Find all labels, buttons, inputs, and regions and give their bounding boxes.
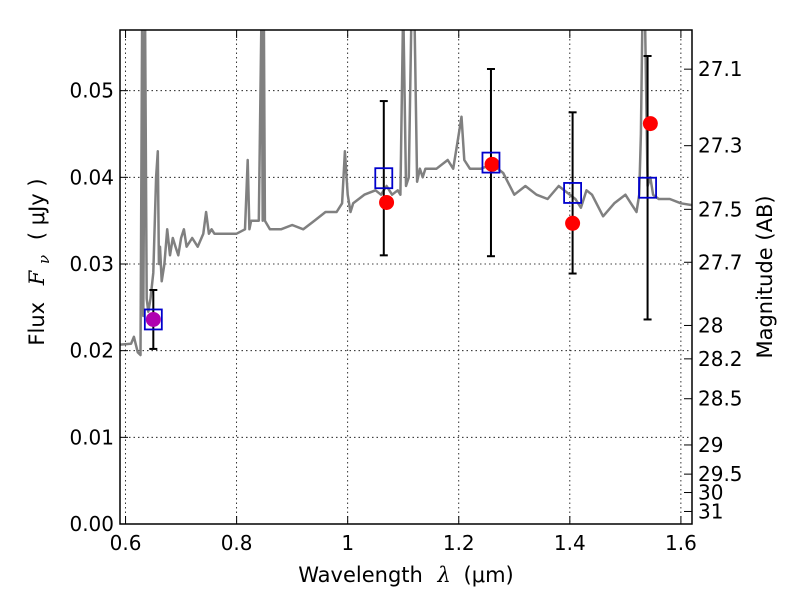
x-tick-label: 1.2 [443, 531, 475, 555]
data-point-circle [642, 116, 658, 132]
x-tick-label: 1.6 [665, 531, 697, 555]
y2-axis-label: Magnitude (AB) [753, 195, 777, 358]
y2-tick-label: 27.5 [698, 197, 743, 221]
y2-tick-label: 30 [698, 481, 723, 505]
x-tick-label: 1 [341, 531, 354, 555]
y-axis-label-text: Flux [25, 302, 49, 346]
y-axis-label: Flux F ν ( μJy ) [25, 178, 54, 345]
y2-tick-label: 27.1 [698, 57, 743, 81]
x-tick-label: 0.8 [221, 531, 253, 555]
y-axis-label-symbol: F [25, 269, 49, 286]
y-tick-label: 0.00 [69, 512, 114, 536]
y2-tick-label: 28.5 [698, 387, 743, 411]
x-axis-label: Wavelength λ (μm) [298, 563, 513, 587]
y-tick-label: 0.05 [69, 79, 114, 103]
data-point-circle [379, 194, 395, 210]
data-point-square [563, 182, 583, 204]
x-axis-label-text: Wavelength [298, 563, 423, 587]
x-tick-label: 0.6 [110, 531, 142, 555]
model-spectrum-line [120, 30, 692, 357]
data-point-circle [145, 311, 161, 327]
y2-tick-label: 29 [698, 433, 723, 457]
data-point-square [638, 176, 657, 199]
x-axis-label-symbol: λ [437, 563, 451, 587]
y-axis-label-unit: ( μJy ) [25, 178, 49, 240]
y2-tick-label: 28 [698, 313, 723, 337]
data-point-square [143, 308, 163, 331]
y2-tick-label: 29.5 [698, 462, 743, 486]
y-axis-label-subscript: ν [35, 255, 53, 264]
x-tick-label: 1.4 [554, 531, 586, 555]
data-point-circle [484, 156, 500, 172]
y2-tick-label: 28.2 [698, 347, 743, 371]
y-tick-label: 0.04 [69, 165, 114, 189]
data-point-square [481, 151, 501, 174]
plot-frame [119, 29, 693, 525]
plot-background [120, 30, 692, 524]
y2-tick-label: 31 [698, 499, 723, 523]
y-tick-label: 0.01 [69, 425, 114, 449]
data-layer [120, 30, 692, 357]
y-tick-label: 0.02 [69, 339, 114, 363]
data-point-square [374, 167, 394, 190]
axis-ticks: 0.6 0.8 1 1.2 1.4 1.6 0.00 0.01 0.02 0.03 0.04 0.05… [69, 30, 743, 555]
y-tick-label: 0.03 [69, 252, 114, 276]
y2-tick-label: 27.7 [698, 250, 743, 274]
y2-tick-label: 27.3 [698, 134, 743, 158]
x-axis-label-unit: (μm) [464, 563, 514, 587]
data-point-circle [565, 215, 581, 231]
